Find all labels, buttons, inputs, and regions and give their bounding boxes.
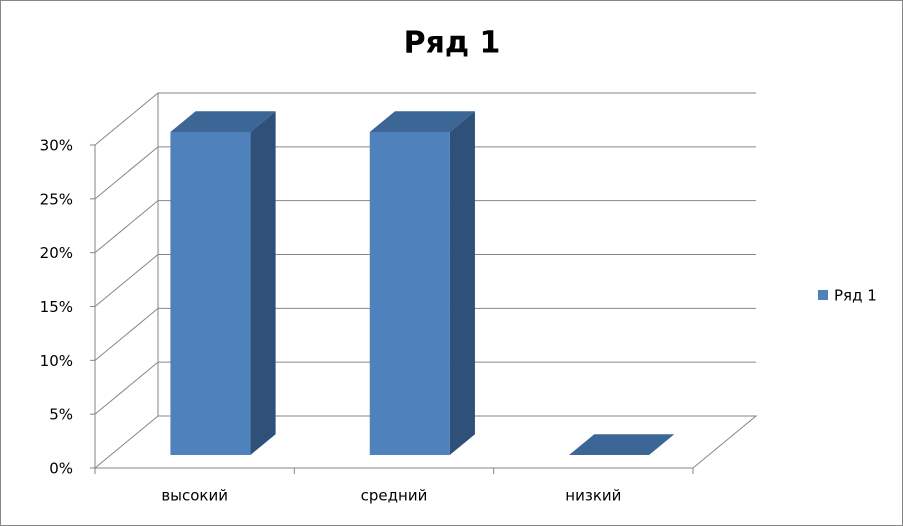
bar [170, 132, 251, 455]
y-tick-label: 25% [40, 190, 73, 208]
y-tick-label: 15% [40, 298, 73, 316]
grid-line [94, 254, 756, 307]
bar-top [170, 111, 276, 132]
y-tick-label: 0% [49, 460, 73, 478]
y-tick-label: 5% [49, 406, 73, 424]
chart-title: Ряд 1 [404, 26, 501, 61]
bar-top [369, 111, 475, 132]
legend-label: Ряд 1 [834, 287, 877, 305]
grid-line [94, 200, 756, 254]
legend-swatch [818, 290, 828, 300]
grid-line [94, 92, 756, 146]
x-tick-label: высокий [161, 487, 228, 505]
bar-side [449, 111, 475, 455]
bar [369, 132, 450, 455]
x-tick-label: низкий [565, 487, 621, 505]
grid-line [94, 307, 756, 361]
bar-side [250, 111, 276, 455]
y-tick-label: 10% [40, 352, 73, 370]
grid-line [94, 146, 756, 200]
grid-line [94, 361, 756, 415]
bar-top [569, 434, 675, 455]
y-tick-label: 20% [40, 244, 73, 262]
y-tick-label: 30% [40, 137, 73, 155]
x-tick-label: средний [361, 487, 428, 505]
